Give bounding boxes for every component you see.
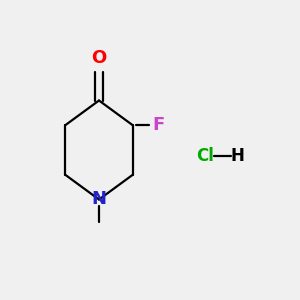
Text: N: N [92,190,106,208]
Text: H: H [230,147,244,165]
Text: F: F [153,116,165,134]
Text: Cl: Cl [196,147,214,165]
Text: O: O [92,50,106,68]
